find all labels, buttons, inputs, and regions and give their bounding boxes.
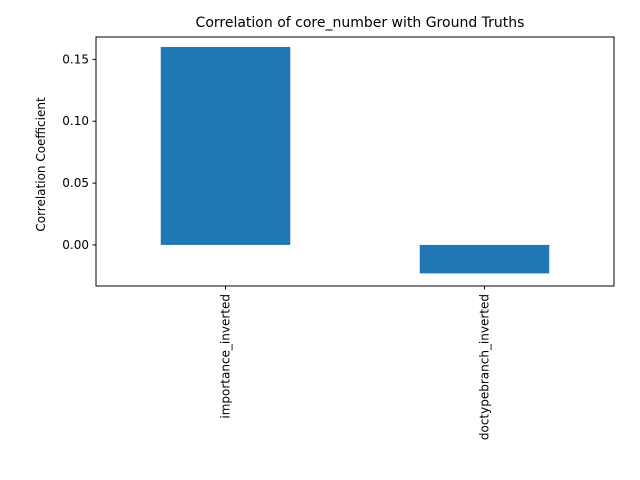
y-tick-label: 0.00	[62, 238, 89, 252]
chart-title: Correlation of core_number with Ground T…	[196, 15, 525, 31]
y-tick-label: 0.05	[62, 176, 89, 190]
x-tick-label: doctypebranch_inverted	[478, 294, 492, 440]
y-tick-label: 0.10	[62, 114, 89, 128]
bar-doctypebranch_inverted	[419, 244, 550, 274]
y-tick-label: 0.15	[62, 52, 89, 66]
plot-area: 0.00 0.05 0.10 0.15 importance_inverted docty…	[62, 36, 615, 440]
bar-importance_inverted	[160, 47, 291, 245]
axes-frame	[95, 36, 615, 287]
x-tick-label: importance_inverted	[219, 294, 233, 419]
y-axis-title: Correlation Coefficient	[34, 97, 48, 232]
